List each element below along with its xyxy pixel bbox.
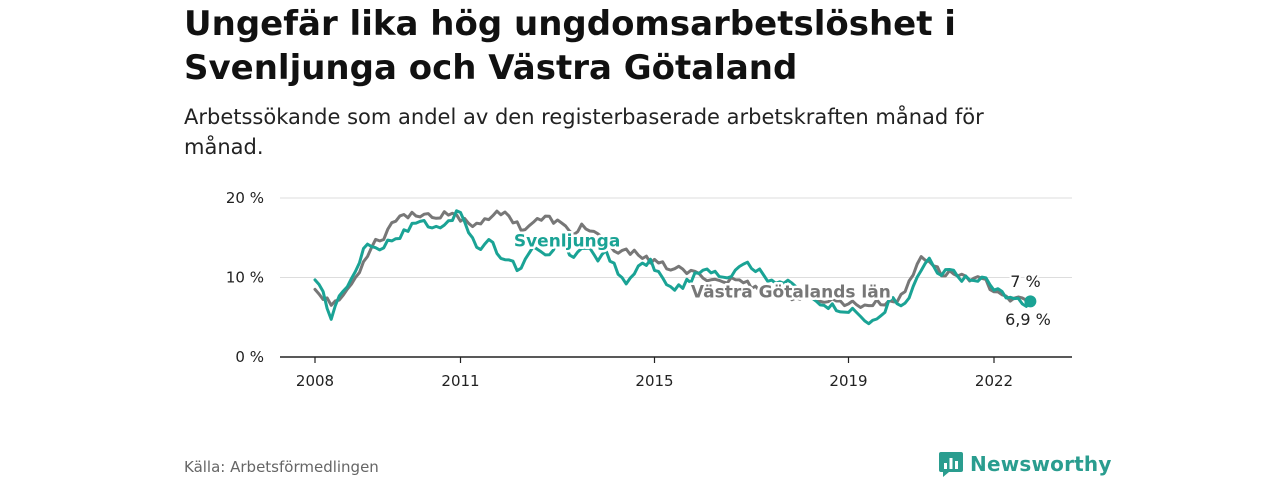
- svenljunga-line: [313, 209, 1032, 326]
- y-tick-label: 20 %: [226, 189, 264, 207]
- vastra-gotaland-end-label: 6,9 %: [1005, 310, 1051, 329]
- svenljunga-end-marker: [1024, 295, 1037, 308]
- svenljunga-series-label: Svenljunga: [514, 231, 620, 251]
- x-tick-label: 2022: [975, 372, 1013, 390]
- y-tick-label: 10 %: [226, 269, 264, 287]
- x-tick-label: 2015: [635, 372, 673, 390]
- x-tick-label: 2019: [829, 372, 867, 390]
- newsworthy-logo-icon: [939, 452, 963, 477]
- chart-title: Ungefär lika hög ungdomsarbetslöshet i S…: [184, 4, 956, 88]
- source-note: Källa: Arbetsförmedlingen: [184, 458, 379, 476]
- x-tick-label: 2011: [441, 372, 479, 390]
- chart-subtitle: Arbetssökande som andel av den registerb…: [184, 105, 984, 159]
- vastra-gotaland-line: [313, 209, 1032, 309]
- brand-name: Newsworthy: [970, 452, 1112, 476]
- svenljunga-end-label: 7 %: [1010, 272, 1040, 291]
- y-tick-label: 0 %: [235, 348, 264, 366]
- brand-logo: Newsworthy: [938, 450, 1112, 478]
- vastra-gotaland-series-label: Västra Götalands län: [691, 282, 891, 302]
- x-tick-label: 2008: [296, 372, 334, 390]
